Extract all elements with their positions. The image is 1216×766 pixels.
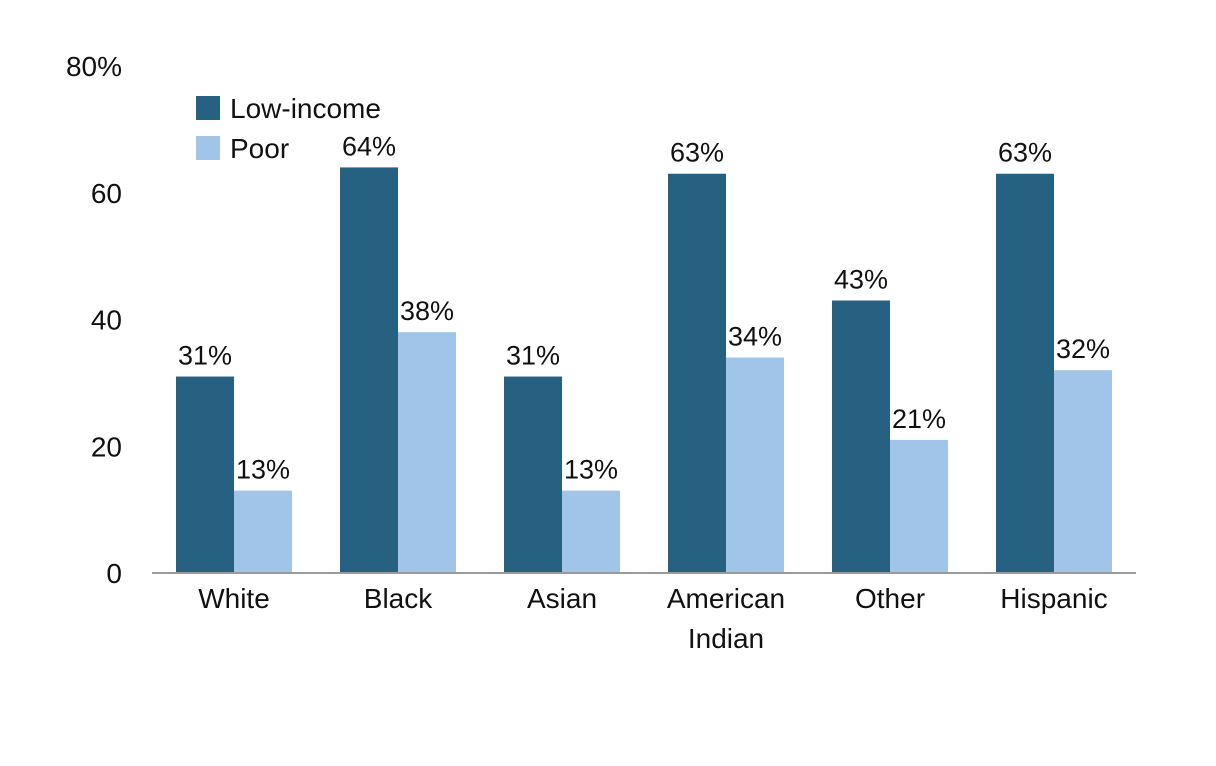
x-tick-label: Indian [688, 623, 764, 654]
data-label: 38% [400, 296, 454, 326]
data-label: 21% [892, 404, 946, 434]
x-tick-label: Black [364, 583, 433, 614]
bar-low-income [176, 376, 234, 573]
bar-low-income [668, 173, 726, 574]
data-label: 43% [834, 264, 888, 294]
x-tick-label: Other [855, 583, 925, 614]
bar-low-income [996, 173, 1054, 574]
x-tick-label: American [667, 583, 785, 614]
data-label: 31% [506, 341, 560, 371]
legend-swatch [196, 136, 220, 160]
bar-poor [234, 490, 292, 573]
data-label: 63% [998, 138, 1052, 168]
x-tick-label: Asian [527, 583, 597, 614]
legend-label: Poor [230, 133, 289, 164]
bar-poor [398, 332, 456, 573]
y-tick-label: 0 [106, 558, 122, 589]
bar-poor [562, 490, 620, 573]
bar-low-income [832, 300, 890, 573]
data-label: 31% [178, 341, 232, 371]
data-label: 13% [236, 455, 290, 485]
bar-low-income [504, 376, 562, 573]
bar-poor [726, 357, 784, 573]
bar-poor [1054, 370, 1112, 573]
x-tick-label: Hispanic [1000, 583, 1107, 614]
legend-label: Low-income [230, 93, 381, 124]
data-label: 34% [728, 322, 782, 352]
y-tick-label: 20 [91, 431, 122, 462]
bar-low-income [340, 167, 398, 573]
data-label: 63% [670, 138, 724, 168]
y-tick-label: 60 [91, 178, 122, 209]
data-label: 13% [564, 455, 618, 485]
bar-poor [890, 439, 948, 573]
data-label: 64% [342, 131, 396, 161]
x-tick-label: White [198, 583, 270, 614]
data-label: 32% [1056, 334, 1110, 364]
y-tick-label: 80% [66, 51, 122, 82]
y-tick-label: 40 [91, 305, 122, 336]
legend-swatch [196, 96, 220, 120]
